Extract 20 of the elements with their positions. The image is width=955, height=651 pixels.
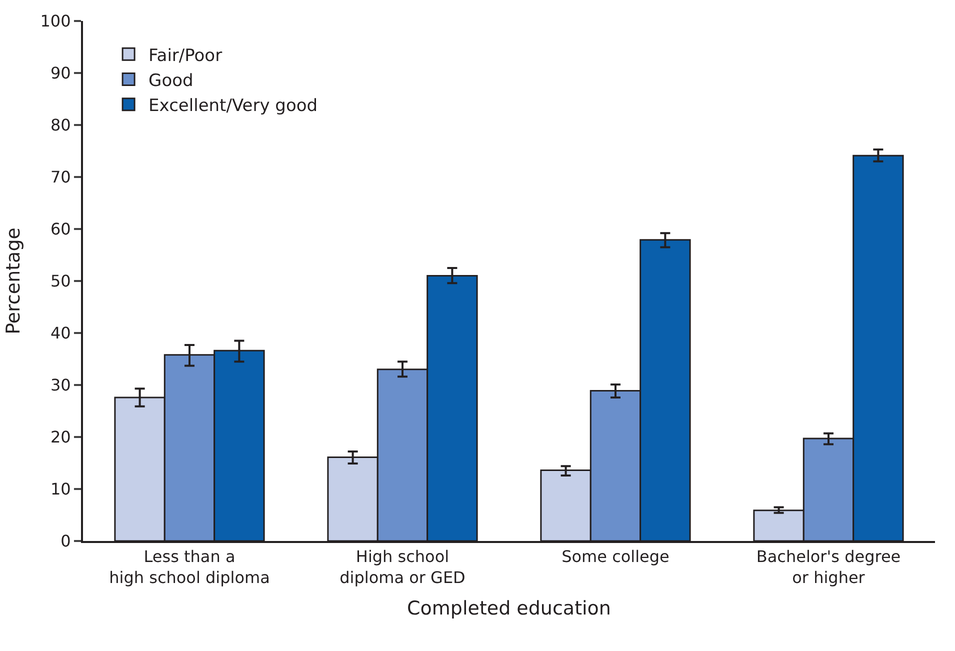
x-tick-label: Some college <box>562 547 670 566</box>
y-tick-label: 70 <box>50 168 71 187</box>
legend-label: Good <box>148 70 194 91</box>
y-axis-title: Percentage <box>2 228 25 334</box>
y-tick-label: 40 <box>50 324 71 343</box>
y-tick-label: 100 <box>40 12 71 31</box>
x-tick-label: High school diploma or GED <box>340 547 466 587</box>
legend-label: Excellent/Very good <box>148 96 318 116</box>
legend-label: Fair/Poor <box>148 46 222 66</box>
y-tick-label: 60 <box>50 220 71 239</box>
y-tick-label: 80 <box>50 116 71 135</box>
y-tick-label: 0 <box>60 532 71 551</box>
y-tick-label: 90 <box>50 64 71 83</box>
x-tick-label: Less than a high school diploma <box>109 547 270 587</box>
x-axis-title: Completed education <box>407 597 611 620</box>
y-tick-label: 50 <box>50 272 71 291</box>
y-tick-label: 30 <box>50 376 71 395</box>
x-tick-label: Bachelor's degree or higher <box>756 547 901 587</box>
y-tick-label: 10 <box>50 480 71 499</box>
y-tick-label: 20 <box>50 428 71 447</box>
